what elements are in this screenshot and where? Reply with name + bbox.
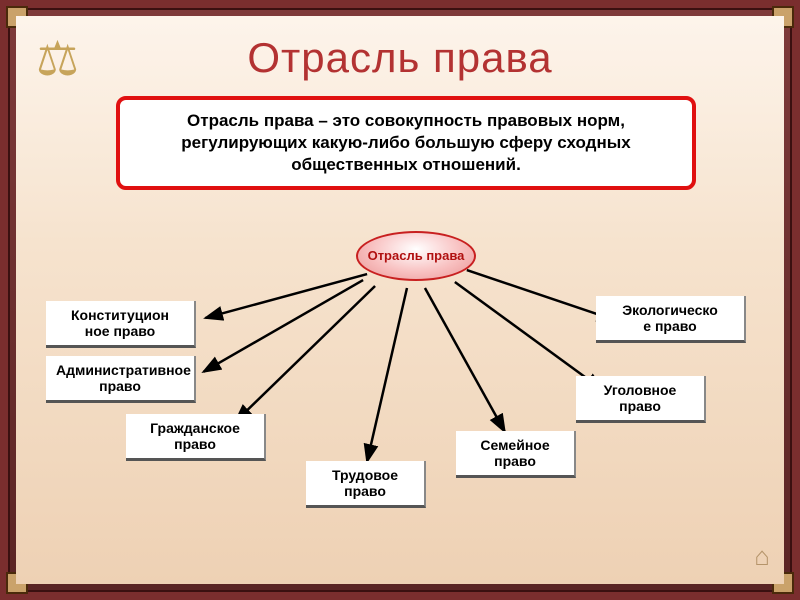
diagram-hub: Отрасль права	[356, 231, 476, 281]
definition-box: Отрасль права – это совокупность правовы…	[116, 96, 696, 190]
home-icon[interactable]: ⌂	[754, 541, 770, 572]
diagram-leaf-family: Семейное право	[456, 431, 576, 478]
diagram-leaf-labor: Трудовое право	[306, 461, 426, 508]
diagram-leaf-const: Конституционное право	[46, 301, 196, 348]
slide-title: Отрасль права	[16, 34, 784, 82]
diagram-leaf-admin: Административное право	[46, 356, 196, 403]
slide-canvas: ⚖ Отрасль права Отрасль права – это сово…	[16, 16, 784, 584]
diagram-leaf-civil: Гражданское право	[126, 414, 266, 461]
slide-mid-frame: ⚖ Отрасль права Отрасль права – это сово…	[8, 8, 792, 592]
diagram-leaf-eco: Экологическое право	[596, 296, 746, 343]
slide-outer-frame: ⚖ Отрасль права Отрасль права – это сово…	[0, 0, 800, 600]
diagram-leaf-crim: Уголовное право	[576, 376, 706, 423]
